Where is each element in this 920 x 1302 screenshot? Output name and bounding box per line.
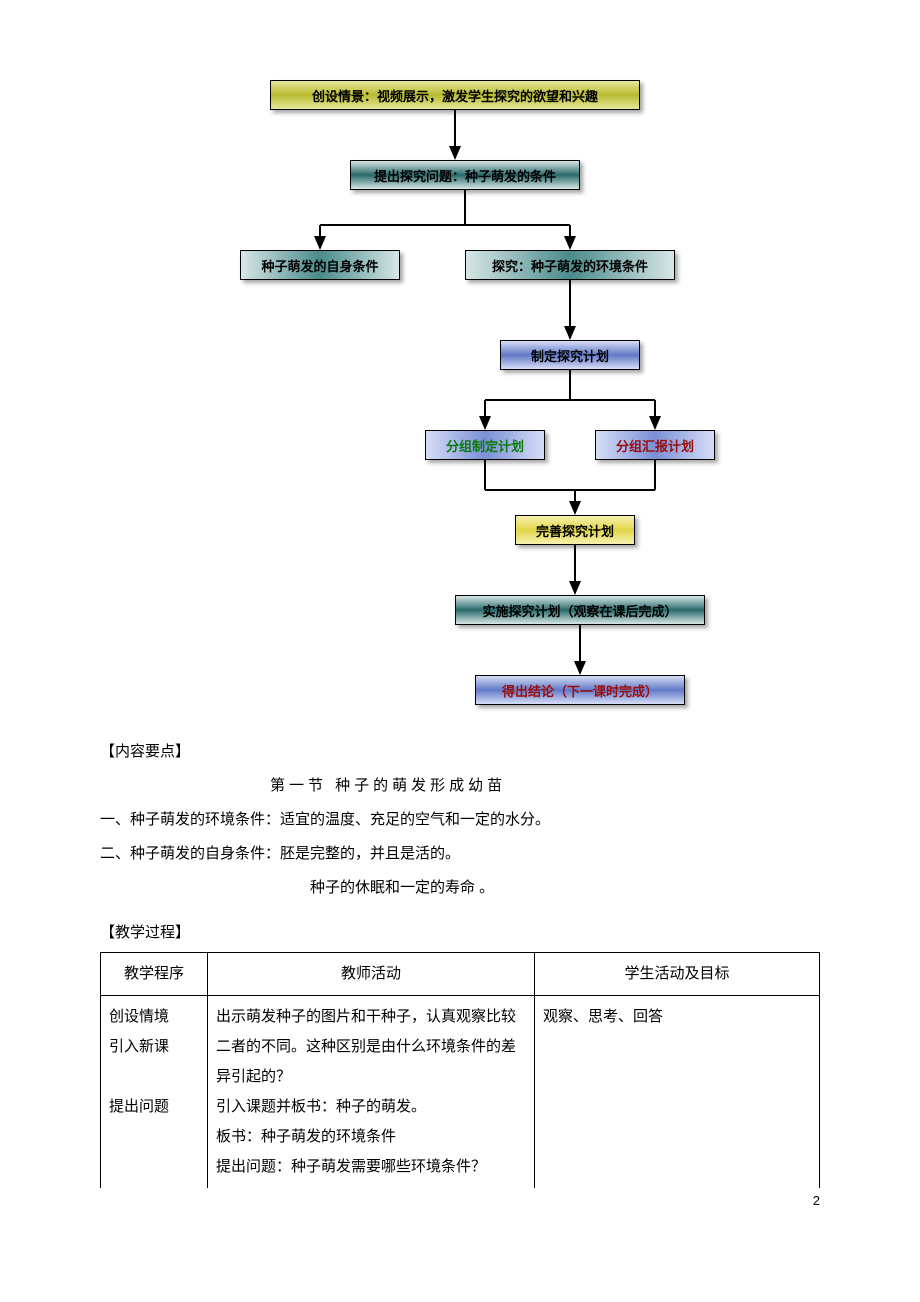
lesson-subtitle: 第一节 种子的萌发形成幼苗 <box>100 771 820 801</box>
table-header-row: 教学程序 教师活动 学生活动及目标 <box>101 953 820 996</box>
cell-teacher: 出示萌发种子的图片和干种子，认真观察比较二者的不同。这种区别是由什么环境条件的差… <box>208 996 535 1189</box>
node-implement: 实施探究计划（观察在课后完成） <box>455 595 705 625</box>
flowchart: 创设情景：视频展示，激发学生探究的欲望和兴趣 提出探究问题：种子萌发的条件 种子… <box>180 40 740 720</box>
node-self-condition: 种子萌发的自身条件 <box>240 250 400 280</box>
node-conclusion: 得出结论（下一课时完成） <box>475 675 685 705</box>
node-question: 提出探究问题：种子萌发的条件 <box>350 160 580 190</box>
page-number: 2 <box>813 1193 820 1208</box>
node-make-plan: 制定探究计划 <box>500 340 640 370</box>
node-group-make: 分组制定计划 <box>425 430 545 460</box>
node-group-report: 分组汇报计划 <box>595 430 715 460</box>
content-line-2: 二、种子萌发的自身条件：胚是完整的，并且是活的。 <box>100 839 820 869</box>
teaching-process-title: 【教学过程】 <box>100 921 820 942</box>
col-header-2: 学生活动及目标 <box>535 953 820 996</box>
col-header-1: 教师活动 <box>208 953 535 996</box>
cell-program: 创设情境引入新课 提出问题 <box>101 996 208 1189</box>
content-line-3: 种子的休眠和一定的寿命 。 <box>100 873 820 903</box>
node-improve-plan: 完善探究计划 <box>515 515 635 545</box>
content-points-title: 【内容要点】 <box>100 740 820 761</box>
node-env-condition: 探究：种子萌发的环境条件 <box>465 250 675 280</box>
cell-student: 观察、思考、回答 <box>535 996 820 1189</box>
col-header-0: 教学程序 <box>101 953 208 996</box>
node-create-scene: 创设情景：视频展示，激发学生探究的欲望和兴趣 <box>270 80 640 110</box>
content-line-1: 一、种子萌发的环境条件：适宜的温度、充足的空气和一定的水分。 <box>100 805 820 835</box>
teaching-table: 教学程序 教师活动 学生活动及目标 创设情境引入新课 提出问题 出示萌发种子的图… <box>100 952 820 1188</box>
content-points: 第一节 种子的萌发形成幼苗 一、种子萌发的环境条件：适宜的温度、充足的空气和一定… <box>100 771 820 903</box>
table-row: 创设情境引入新课 提出问题 出示萌发种子的图片和干种子，认真观察比较二者的不同。… <box>101 996 820 1189</box>
